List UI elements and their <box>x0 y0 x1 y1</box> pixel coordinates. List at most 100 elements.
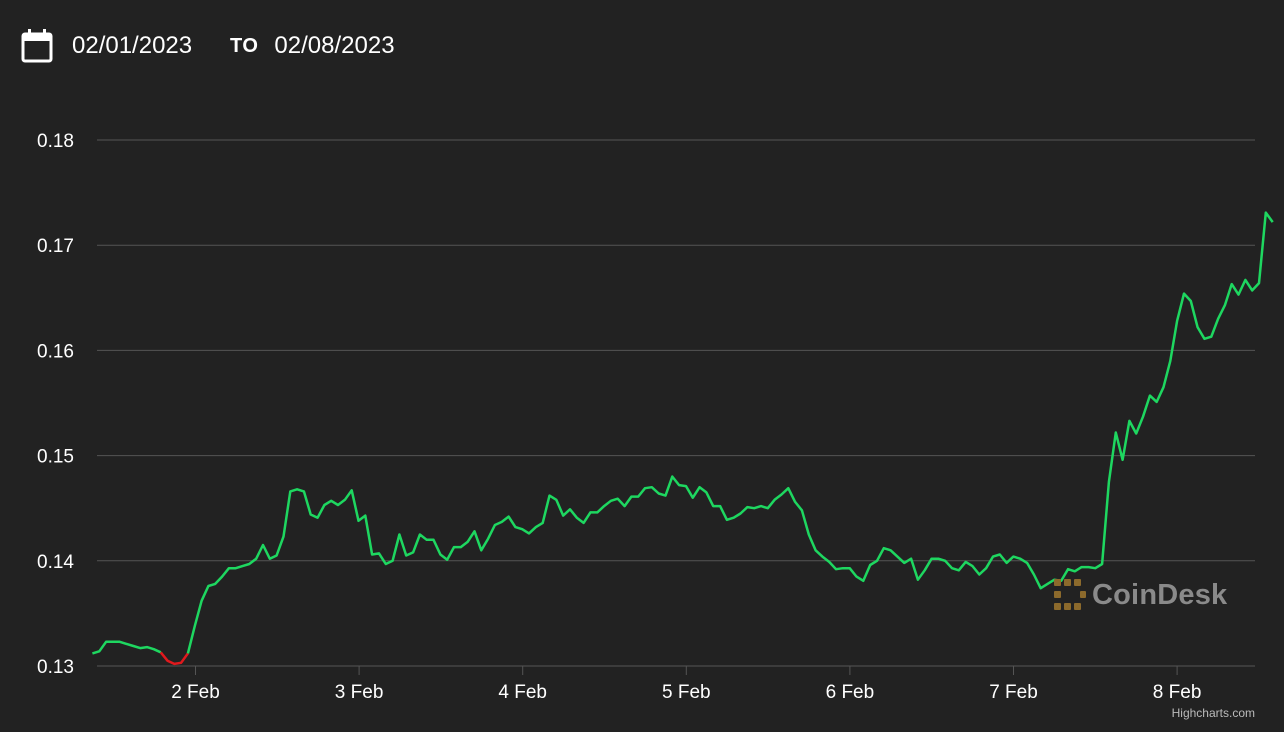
data-point[interactable] <box>416 531 424 539</box>
data-point[interactable] <box>1228 280 1236 288</box>
data-point[interactable] <box>791 498 799 506</box>
data-point[interactable] <box>1016 555 1024 563</box>
data-point[interactable] <box>539 519 547 527</box>
data-point[interactable] <box>1132 430 1140 438</box>
data-point[interactable] <box>893 553 901 561</box>
data-point[interactable] <box>1003 559 1011 567</box>
data-point[interactable] <box>518 525 526 533</box>
data-point[interactable] <box>737 510 745 518</box>
data-point[interactable] <box>716 502 724 510</box>
data-point[interactable] <box>300 487 308 495</box>
data-point[interactable] <box>859 577 867 585</box>
data-point[interactable] <box>232 564 240 572</box>
data-point[interactable] <box>818 553 826 561</box>
data-point[interactable] <box>805 531 813 539</box>
data-point[interactable] <box>293 485 301 493</box>
data-point[interactable] <box>123 640 131 648</box>
data-point[interactable] <box>1262 209 1270 217</box>
data-point[interactable] <box>1214 315 1222 323</box>
data-point[interactable] <box>1009 553 1017 561</box>
data-point[interactable] <box>880 544 888 552</box>
data-point[interactable] <box>273 552 281 560</box>
data-point[interactable] <box>662 492 670 500</box>
data-point[interactable] <box>593 508 601 516</box>
data-point[interactable] <box>730 514 738 522</box>
data-point[interactable] <box>409 548 417 556</box>
data-point[interactable] <box>580 519 588 527</box>
data-point[interactable] <box>1255 279 1263 287</box>
data-point[interactable] <box>989 553 997 561</box>
data-point[interactable] <box>143 643 151 651</box>
data-point[interactable] <box>689 494 697 502</box>
data-point[interactable] <box>525 529 533 537</box>
data-point[interactable] <box>1221 301 1229 309</box>
data-point[interactable] <box>368 551 376 559</box>
data-point[interactable] <box>1194 323 1202 331</box>
data-point[interactable] <box>1207 333 1215 341</box>
data-point[interactable] <box>218 573 226 581</box>
data-point[interactable] <box>675 481 683 489</box>
data-point[interactable] <box>586 508 594 516</box>
data-point[interactable] <box>1112 429 1120 437</box>
data-point[interactable] <box>320 501 328 509</box>
data-point[interactable] <box>798 506 806 514</box>
data-point[interactable] <box>948 564 956 572</box>
data-point[interactable] <box>259 541 267 549</box>
data-point[interactable] <box>914 576 922 584</box>
data-point[interactable] <box>280 533 288 541</box>
to-date-input[interactable]: 02/08/2023 <box>274 32 395 59</box>
data-point[interactable] <box>1091 564 1099 572</box>
data-point[interactable] <box>341 496 349 504</box>
data-point[interactable] <box>887 546 895 554</box>
data-point[interactable] <box>743 503 751 511</box>
data-point[interactable] <box>88 649 96 657</box>
data-point[interactable] <box>191 622 199 630</box>
data-point[interactable] <box>559 512 567 520</box>
data-point[interactable] <box>764 504 772 512</box>
data-point[interactable] <box>395 531 403 539</box>
data-point[interactable] <box>204 582 212 590</box>
data-point[interactable] <box>1187 297 1195 305</box>
data-point[interactable] <box>177 659 185 667</box>
data-point[interactable] <box>198 597 206 605</box>
data-point[interactable] <box>928 555 936 563</box>
data-point[interactable] <box>505 513 513 521</box>
data-point[interactable] <box>641 484 649 492</box>
data-point[interactable] <box>784 484 792 492</box>
data-point[interactable] <box>668 473 676 481</box>
data-point[interactable] <box>846 564 854 572</box>
data-point[interactable] <box>95 647 103 655</box>
data-point[interactable] <box>757 502 765 510</box>
data-point[interactable] <box>443 556 451 564</box>
data-point[interactable] <box>382 560 390 568</box>
data-point[interactable] <box>921 566 929 574</box>
data-point[interactable] <box>702 488 710 496</box>
data-point[interactable] <box>1160 383 1168 391</box>
data-point[interactable] <box>286 487 294 495</box>
data-point[interactable] <box>600 502 608 510</box>
data-point[interactable] <box>1125 417 1133 425</box>
data-point[interactable] <box>1269 218 1277 226</box>
data-point[interactable] <box>402 552 410 560</box>
data-point[interactable] <box>436 551 444 559</box>
data-point[interactable] <box>621 502 629 510</box>
data-point[interactable] <box>457 543 465 551</box>
data-point[interactable] <box>1098 560 1106 568</box>
data-point[interactable] <box>750 504 758 512</box>
data-point[interactable] <box>1248 286 1256 294</box>
data-point[interactable] <box>996 551 1004 559</box>
data-point[interactable] <box>1030 571 1038 579</box>
data-point[interactable] <box>1166 357 1174 365</box>
data-point[interactable] <box>552 496 560 504</box>
data-point[interactable] <box>334 501 342 509</box>
data-point[interactable] <box>389 557 397 565</box>
data-point[interactable] <box>709 502 717 510</box>
data-point[interactable] <box>982 564 990 572</box>
data-point[interactable] <box>150 645 158 653</box>
highcharts-credits[interactable]: Highcharts.com <box>1171 706 1255 720</box>
data-point[interactable] <box>239 562 247 570</box>
data-point[interactable] <box>1139 413 1147 421</box>
data-point[interactable] <box>1146 392 1154 400</box>
data-point[interactable] <box>655 490 663 498</box>
data-point[interactable] <box>1119 456 1127 464</box>
